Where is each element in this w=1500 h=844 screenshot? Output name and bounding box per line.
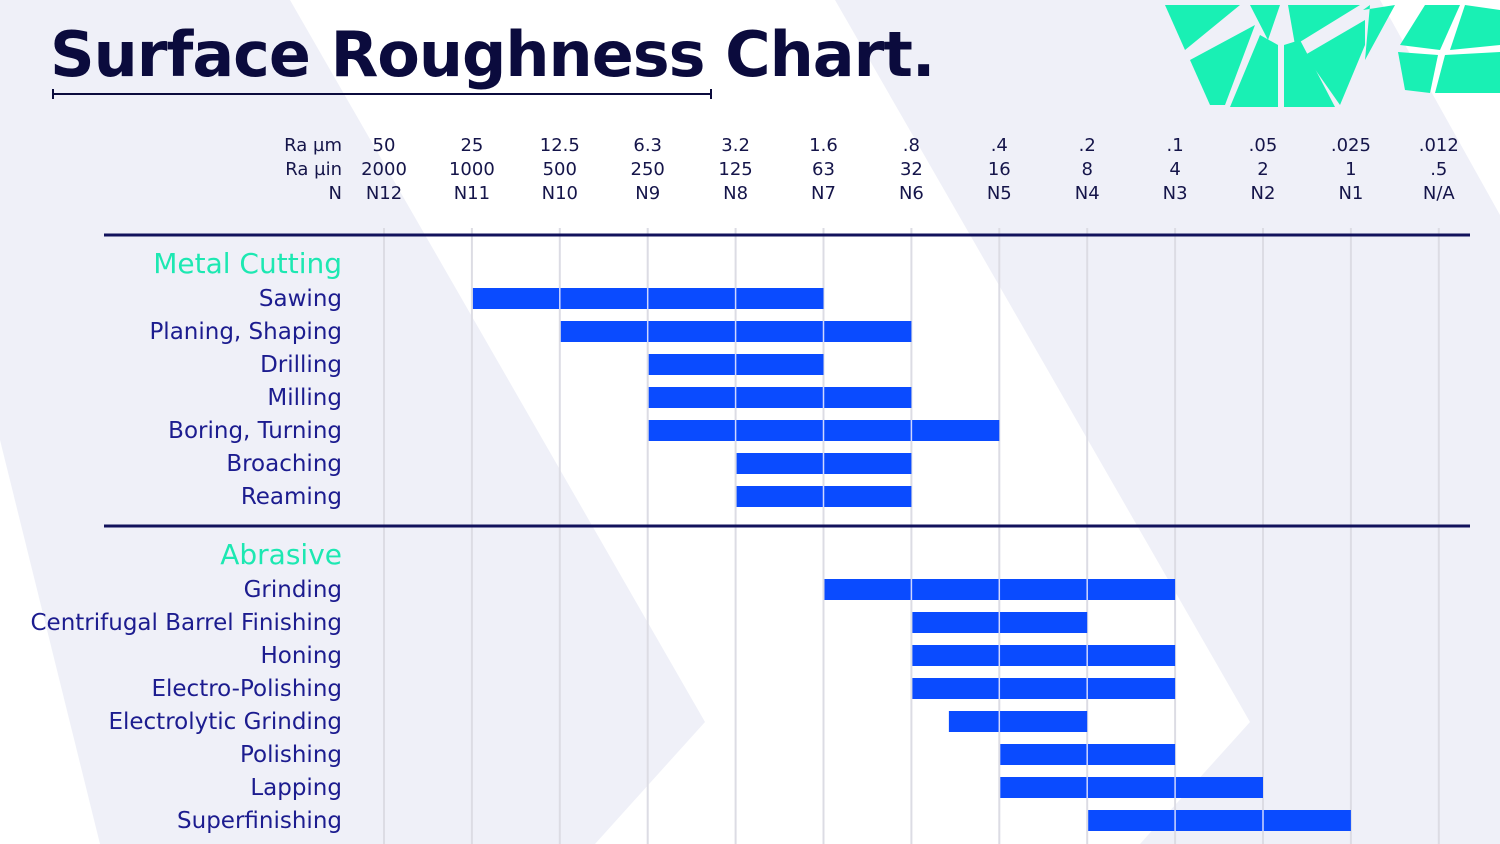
tick-label: 50	[373, 135, 396, 156]
process-label: Grinding	[244, 577, 342, 603]
axis-row-label: N	[329, 183, 342, 204]
tick-label: 1000	[449, 159, 495, 180]
tick-label: N7	[811, 183, 836, 204]
tick-label: 16	[988, 159, 1011, 180]
range-bar	[948, 711, 1088, 732]
tick-label: 3.2	[721, 135, 750, 156]
tick-label: 25	[460, 135, 483, 156]
tick-label: N6	[899, 183, 924, 204]
process-label: Electro-Polishing	[151, 676, 342, 702]
range-bar	[912, 645, 1176, 666]
process-label: Electrolytic Grinding	[108, 709, 342, 735]
tick-label: .8	[903, 135, 920, 156]
tick-label: .4	[991, 135, 1008, 156]
process-label: Sawing	[259, 286, 342, 312]
process-label: Boring, Turning	[168, 418, 342, 444]
tick-label: .1	[1167, 135, 1184, 156]
axis-row-label: Ra µm	[284, 135, 342, 156]
tick-label: N11	[454, 183, 490, 204]
tick-label: 8	[1081, 159, 1092, 180]
axis-row-label: Ra µin	[285, 159, 342, 180]
range-bar	[912, 678, 1176, 699]
tick-label: 125	[718, 159, 752, 180]
process-label: Drilling	[260, 352, 342, 378]
tick-label: N4	[1075, 183, 1100, 204]
process-label: Lapping	[250, 775, 342, 801]
range-bar	[1000, 777, 1263, 798]
process-label: Superfinishing	[177, 808, 342, 834]
tick-label: N9	[635, 183, 660, 204]
group-label: Abrasive	[220, 538, 342, 571]
tick-label: N2	[1251, 183, 1276, 204]
process-label: Planing, Shaping	[149, 319, 342, 345]
tick-label: 2000	[361, 159, 407, 180]
tick-label: .012	[1419, 135, 1459, 156]
tick-label: 250	[631, 159, 665, 180]
tick-label: 2	[1257, 159, 1268, 180]
process-label: Polishing	[240, 742, 342, 768]
title-underline	[52, 89, 712, 99]
tick-label: 4	[1169, 159, 1180, 180]
tick-label: N1	[1338, 183, 1363, 204]
tick-label: 500	[543, 159, 577, 180]
tick-label: .2	[1079, 135, 1096, 156]
tick-label: 63	[812, 159, 835, 180]
tick-label: .05	[1249, 135, 1278, 156]
tick-label: N10	[542, 183, 578, 204]
range-bar	[648, 387, 912, 408]
process-label: Reaming	[241, 484, 342, 510]
tick-label: 1	[1345, 159, 1356, 180]
process-label: Broaching	[226, 451, 342, 477]
range-bar	[1088, 810, 1351, 831]
tick-label: N8	[723, 183, 748, 204]
tick-label: N/A	[1423, 183, 1456, 204]
process-label: Honing	[260, 643, 342, 669]
tick-label: 6.3	[633, 135, 662, 156]
group-label: Metal Cutting	[153, 247, 342, 280]
tick-label: .025	[1331, 135, 1371, 156]
tick-label: N5	[987, 183, 1012, 204]
page-title: Surface Roughness Chart.	[50, 18, 935, 91]
tick-label: N3	[1163, 183, 1188, 204]
tick-label: N12	[366, 183, 402, 204]
tick-label: .5	[1430, 159, 1447, 180]
process-label: Milling	[267, 385, 342, 411]
tick-label: 1.6	[809, 135, 838, 156]
process-label: Centrifugal Barrel Finishing	[31, 610, 343, 636]
tick-label: 12.5	[540, 135, 580, 156]
logo-icon	[1165, 5, 1500, 107]
tick-label: 32	[900, 159, 923, 180]
